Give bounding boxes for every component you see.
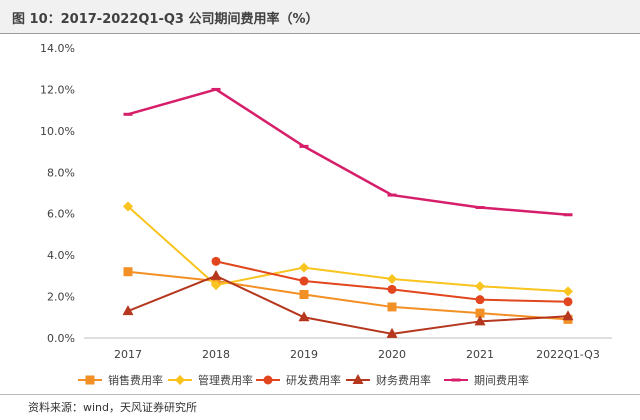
data-point (211, 87, 221, 91)
data-point (386, 327, 398, 338)
data-point (387, 284, 397, 294)
legend-label: 研发费用率 (286, 373, 341, 387)
data-point (563, 297, 573, 307)
data-point (299, 276, 309, 286)
y-tick-label: 4.0% (47, 249, 75, 262)
x-tick-label: 2020 (378, 348, 406, 361)
y-tick-label: 0.0% (47, 332, 75, 345)
legend-swatch-marker (451, 378, 461, 382)
legend-swatch-marker (85, 375, 95, 385)
data-point (298, 311, 310, 322)
x-tick-label: 2019 (290, 348, 318, 361)
x-tick-label: 2021 (466, 348, 494, 361)
legend-label: 财务费用率 (376, 373, 431, 387)
series-line (127, 274, 569, 335)
series-line (127, 88, 569, 216)
legend-swatch-marker (175, 375, 185, 385)
x-tick-label: 2022Q1-Q3 (536, 348, 600, 361)
y-tick-label: 14.0% (40, 42, 75, 55)
legend-swatch-marker (352, 374, 364, 384)
data-point (387, 193, 397, 197)
series-line (127, 270, 569, 321)
x-tick-label: 2018 (202, 348, 230, 361)
data-point (387, 302, 397, 312)
y-tick-label: 12.0% (40, 83, 75, 96)
legend-label: 期间费用率 (474, 373, 529, 387)
y-tick-label: 10.0% (40, 125, 75, 138)
data-point (475, 295, 485, 305)
data-point (299, 144, 309, 148)
series-line (127, 205, 569, 293)
figure-title-bar: 图 10：2017-2022Q1-Q3 公司期间费用率（%） (0, 0, 640, 34)
legend-label: 管理费用率 (198, 373, 253, 387)
legend-label: 销售费用率 (108, 373, 163, 387)
legend-swatch-marker (263, 375, 273, 385)
divider (0, 394, 640, 395)
data-point (123, 201, 133, 212)
data-point (123, 267, 133, 277)
y-tick-label: 2.0% (47, 291, 75, 304)
data-point (475, 281, 485, 292)
data-point (475, 308, 485, 318)
data-point (299, 262, 309, 273)
data-point (210, 269, 222, 280)
data-point (211, 280, 221, 291)
data-point (211, 256, 221, 266)
data-point (562, 310, 574, 321)
x-tick-label: 2017 (114, 348, 142, 361)
data-point (299, 290, 309, 299)
y-tick-label: 8.0% (47, 166, 75, 179)
data-point (474, 315, 486, 326)
y-tick-label: 6.0% (47, 208, 75, 221)
data-point (387, 273, 397, 284)
source-note: 资料来源：wind，天风证券研究所 (28, 401, 198, 414)
figure-title: 图 10：2017-2022Q1-Q3 公司期间费用率（%） (12, 12, 319, 27)
data-point (563, 213, 573, 217)
data-point (475, 206, 485, 209)
data-point (122, 305, 134, 316)
data-point (563, 286, 573, 297)
data-point (123, 112, 133, 116)
